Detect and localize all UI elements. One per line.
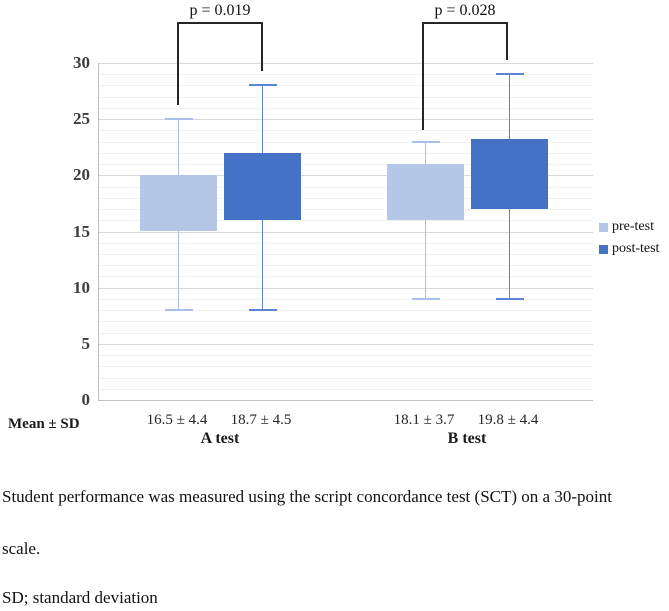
gridline [99, 355, 593, 357]
box-post-test [224, 152, 301, 221]
mean-sd-a-pre: 16.5 ± 4.4 [146, 412, 208, 428]
whisker-cap-bottom-pre-test [411, 297, 440, 300]
legend-label-pre-test: pre-test [612, 219, 654, 234]
gridline [99, 265, 593, 267]
mean-sd-row-label: Mean ± SD [8, 416, 80, 432]
y-axis-tick-30: 30 [73, 53, 90, 72]
plot-area [98, 63, 593, 401]
gridline [99, 141, 593, 143]
y-axis-tick-0: 0 [81, 390, 91, 409]
mean-sd-b-post: 19.8 ± 4.4 [477, 412, 539, 428]
gridline [99, 343, 593, 345]
y-axis-tick-15: 15 [73, 221, 90, 241]
gridline [99, 388, 593, 390]
mean-sd-b-pre: 18.1 ± 3.7 [393, 412, 455, 428]
gridline [99, 377, 593, 379]
gridline [99, 276, 593, 278]
whisker-line-pre-test [424, 141, 427, 299]
legend-swatch-post-test-icon [599, 244, 608, 254]
gridline [99, 321, 593, 323]
gridline [99, 119, 593, 121]
box-pre-test [140, 175, 217, 232]
gridline [99, 175, 593, 177]
caption-line-1: Student performance was measured using t… [2, 487, 612, 506]
y-axis-tick-5: 5 [81, 333, 91, 353]
gridline [99, 242, 593, 244]
gridline [99, 63, 593, 64]
significance-bracket-b-right-leg [506, 22, 508, 60]
significance-bracket-b-left-leg [422, 22, 424, 130]
box-pre-test [387, 164, 464, 221]
legend-swatch-pre-test-icon [599, 222, 608, 232]
gridline [99, 186, 593, 188]
category-label-a-test: A test [200, 430, 240, 447]
gridline [99, 152, 593, 154]
whisker-cap-bottom-post-test [248, 309, 277, 312]
whisker-cap-bottom-pre-test [164, 309, 193, 312]
gridline [99, 310, 593, 312]
y-axis-tick-20: 20 [73, 165, 90, 185]
gridline [99, 253, 593, 255]
legend-label-post-test: post-test [612, 241, 660, 256]
whisker-cap-top-post-test [495, 73, 524, 76]
gridline [99, 209, 593, 211]
legend-item-post-test: post-test [599, 238, 659, 260]
category-label-b-test: B test [447, 430, 487, 447]
p-value-label-a: p = 0.019 [189, 2, 251, 19]
whisker-cap-top-pre-test [164, 118, 193, 121]
box-post-test [471, 139, 548, 210]
gridline [99, 74, 593, 76]
gridline [99, 107, 593, 109]
caption-line-2: scale. [2, 539, 41, 558]
whisker-cap-top-post-test [248, 84, 277, 87]
mean-sd-a-post: 18.7 ± 4.5 [230, 412, 292, 428]
y-axis-tick-25: 25 [73, 109, 90, 129]
gridline [99, 164, 593, 166]
gridline [99, 85, 593, 87]
gridline [99, 220, 593, 222]
significance-bracket-b-top [422, 22, 508, 24]
significance-bracket-a-top [177, 22, 263, 24]
y-axis-tick-10: 10 [73, 277, 90, 297]
gridline [99, 130, 593, 132]
legend: pre-test post-test [599, 216, 659, 260]
gridline [99, 332, 593, 334]
gridline [99, 96, 593, 98]
whisker-cap-bottom-post-test [495, 297, 524, 300]
legend-item-pre-test: pre-test [599, 216, 659, 238]
p-value-label-b: p = 0.028 [434, 2, 496, 19]
gridline [99, 231, 593, 233]
significance-bracket-a-right-leg [261, 22, 263, 71]
gridline [99, 197, 593, 199]
whisker-cap-top-pre-test [411, 140, 440, 143]
gridline [99, 287, 593, 289]
caption-line-3: SD; standard deviation [2, 588, 158, 607]
significance-bracket-a-left-leg [177, 22, 179, 105]
gridline [99, 298, 593, 300]
gridline [99, 366, 593, 368]
